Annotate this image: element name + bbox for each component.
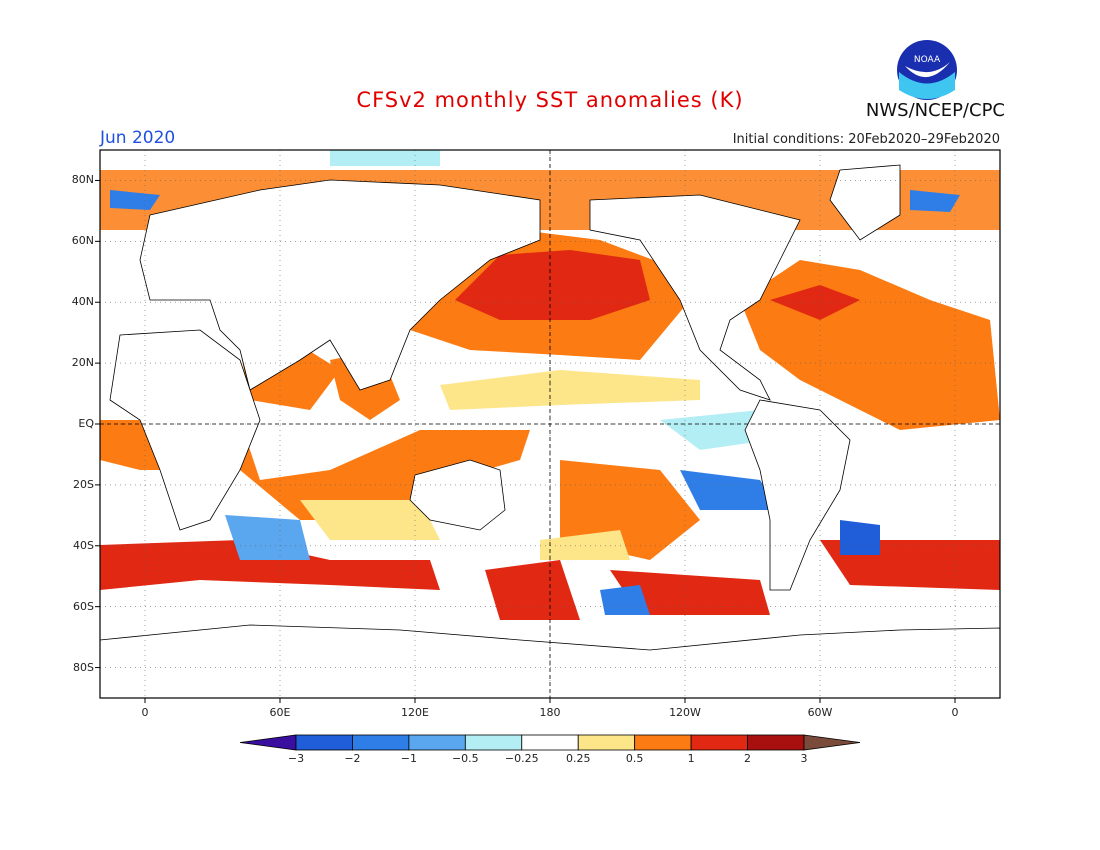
agency-label: NWS/NCEP/CPC [865, 100, 1005, 121]
colorbar-swatch [747, 734, 805, 751]
south-america [744, 399, 851, 591]
colorbar-swatch [464, 734, 523, 751]
reference-lines [100, 150, 1000, 698]
lon-tick-label: 120W [669, 706, 701, 719]
eurasia [139, 179, 541, 391]
initial-conditions: Initial conditions: 20Feb2020–29Feb2020 [732, 132, 1000, 147]
lat-tick-label: 60N [71, 234, 94, 248]
colorbar-low-triangle [239, 734, 297, 751]
lat-tick-label: 20N [71, 356, 94, 370]
colorbar-label: −3 [287, 752, 305, 765]
map-title: CFSv2 monthly SST anomalies (K) [356, 88, 744, 112]
colorbar-label: 0.25 [565, 752, 591, 765]
greenland [829, 164, 901, 241]
colorbar-label: −0.5 [451, 752, 479, 765]
north-america [589, 194, 801, 401]
colorbar-swatch [352, 734, 410, 751]
axis-ticks [95, 179, 956, 703]
lon-tick-label: 60W [807, 706, 833, 719]
colorbar-label: 1 [687, 752, 695, 765]
colorbar-swatch [408, 734, 466, 751]
lat-tick-label: EQ [78, 417, 94, 430]
colorbar-swatch [634, 734, 692, 751]
lat-tick-label: 80N [71, 173, 94, 187]
colorbar-label: −2 [344, 752, 361, 765]
colorbar-swatch [295, 734, 353, 751]
lon-tick-label: 0 [141, 706, 149, 719]
lon-tick-label: 120E [401, 706, 429, 719]
forecast-month: Jun 2020 [100, 128, 176, 148]
lat-tick-label: 60S [73, 599, 94, 613]
svg-text:NOAA: NOAA [914, 55, 941, 65]
colorbar-swatch [577, 734, 636, 751]
colorbar-label: 3 [800, 752, 808, 765]
colorbar-high-triangle [803, 734, 861, 751]
colorbar-label: −0.25 [504, 752, 539, 765]
lat-tick-label: 80S [73, 660, 94, 674]
cool-anomaly-regions [110, 150, 960, 615]
lat-tick-label: 40N [71, 295, 94, 309]
colorbar-label: −1 [400, 752, 417, 765]
lon-tick-label: 60E [269, 706, 291, 719]
lon-tick-label: 0 [951, 706, 959, 719]
colorbar-label: 0.5 [625, 752, 644, 765]
colorbar-swatch [690, 734, 748, 751]
lat-tick-label: 40S [73, 538, 94, 552]
australia [409, 459, 506, 531]
noaa-logo: NOAA [897, 40, 957, 100]
colorbar [239, 734, 861, 751]
colorbar-label: 2 [744, 752, 752, 765]
colorbar-swatch [521, 734, 579, 751]
lon-tick-label: 180 [539, 706, 561, 719]
lat-tick-label: 20S [73, 477, 94, 491]
africa [109, 329, 261, 531]
